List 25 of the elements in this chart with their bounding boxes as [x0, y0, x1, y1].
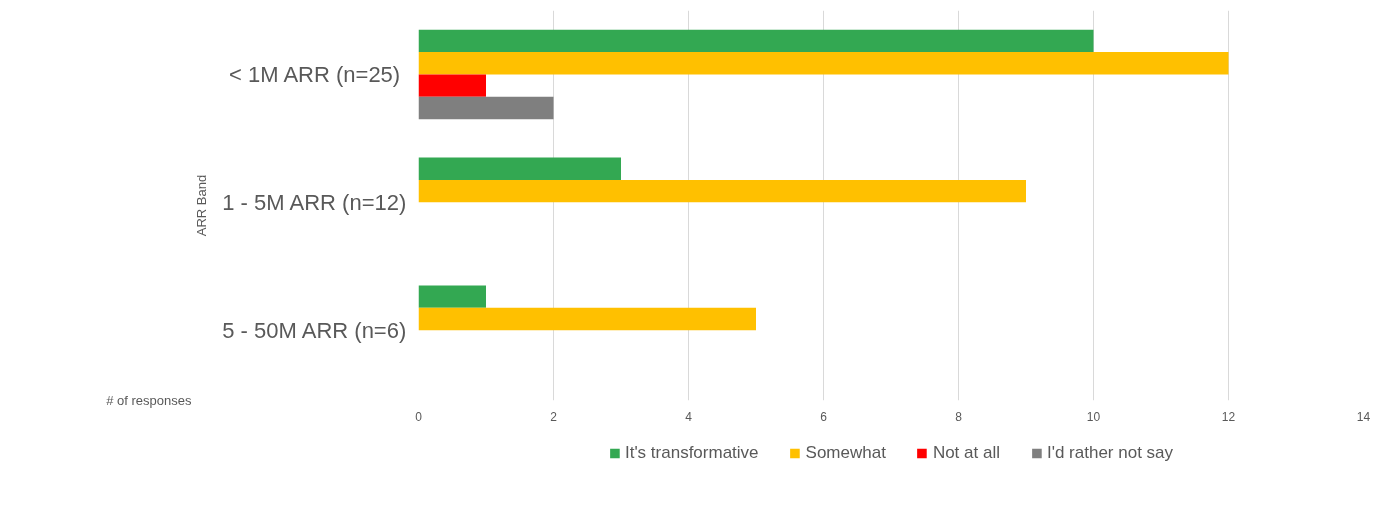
y-tick-label: 5 - 50M ARR (n=6) [222, 317, 407, 343]
x-tick-label: 8 [955, 409, 963, 424]
x-tick-label: 14 [1356, 409, 1371, 424]
x-tick-label: 6 [820, 409, 828, 424]
x-axis-title: # of responses [106, 393, 192, 408]
bar [418, 179, 1026, 203]
bar [418, 74, 486, 97]
bar [418, 29, 1094, 53]
x-tick-label: 2 [550, 409, 558, 424]
legend-label: Somewhat [805, 443, 886, 463]
x-tick-label: 4 [685, 409, 693, 424]
y-axis-title: ARR Band [194, 174, 210, 237]
bar [418, 307, 756, 331]
legend-label: Not at all [932, 443, 1000, 463]
legend-label: It's transformative [624, 443, 759, 463]
x-tick-label: 10 [1086, 409, 1101, 424]
x-tick-label: 12 [1221, 409, 1236, 424]
bar [418, 285, 486, 308]
y-tick-label: 1 - 5M ARR (n=12) [222, 189, 407, 215]
x-tick-label: 0 [415, 409, 423, 424]
bar [418, 52, 1229, 75]
legend-label: I'd rather not say [1046, 443, 1174, 463]
y-tick-label: < 1M ARR (n=25) [228, 61, 401, 87]
bar [418, 96, 554, 120]
bar [418, 157, 621, 180]
